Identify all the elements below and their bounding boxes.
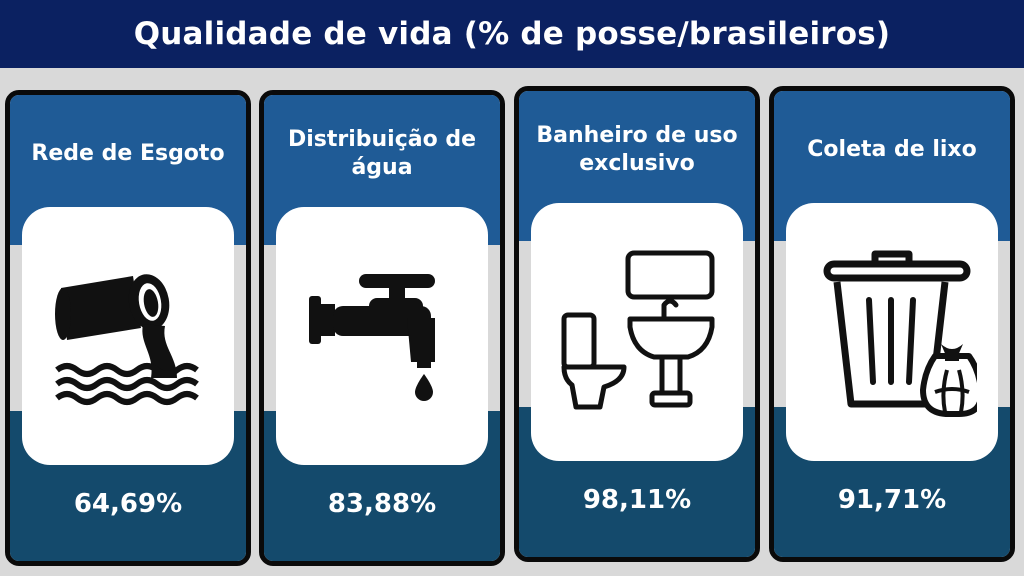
bathroom-icon xyxy=(552,247,722,417)
sewage-pipe-icon xyxy=(53,266,203,406)
trash-can-icon xyxy=(807,242,977,422)
card-value: 64,69% xyxy=(73,489,183,519)
card-water: Distribuição de água 83,88% xyxy=(259,90,505,566)
card-title: Coleta de lixo xyxy=(807,137,977,162)
page-header: Qualidade de vida (% de posse/brasileiro… xyxy=(0,0,1024,68)
card-value: 98,11% xyxy=(582,485,692,515)
card-title: Distribuição de água xyxy=(287,127,477,180)
card-title: Banheiro de uso exclusivo xyxy=(536,123,738,176)
card-sewage: Rede de Esgoto 64,69% xyxy=(5,90,251,566)
card-icon-panel xyxy=(786,203,998,461)
page-title: Qualidade de vida (% de posse/brasileiro… xyxy=(133,16,891,52)
card-icon-panel xyxy=(22,207,234,465)
water-faucet-icon xyxy=(307,266,457,406)
card-value: 83,88% xyxy=(327,489,437,519)
card-title: Rede de Esgoto xyxy=(31,141,225,166)
card-icon-panel xyxy=(531,203,743,461)
card-value: 91,71% xyxy=(837,485,947,515)
card-icon-panel xyxy=(276,207,488,465)
card-bathroom: Banheiro de uso exclusivo 98,11% xyxy=(514,86,760,562)
card-garbage: Coleta de lixo 91,71% xyxy=(769,86,1015,562)
